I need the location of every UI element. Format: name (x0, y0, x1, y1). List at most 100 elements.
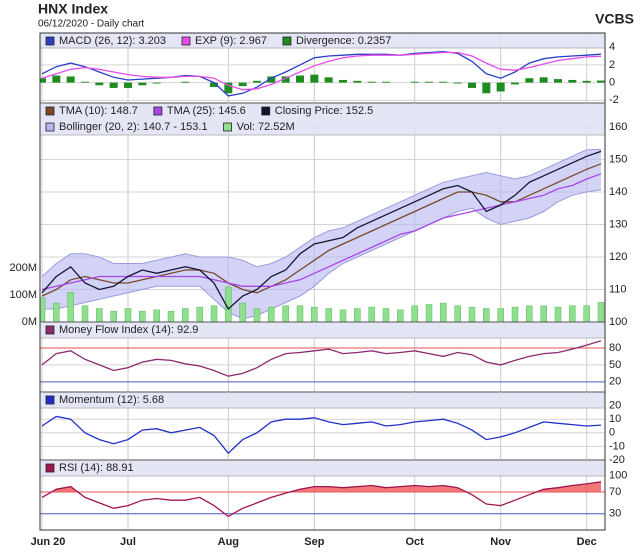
bar (196, 306, 203, 322)
bar (139, 310, 146, 322)
bar (339, 79, 347, 83)
bar (253, 80, 261, 83)
bar (296, 305, 304, 322)
bar (268, 306, 275, 322)
x-tick-label: Jul (120, 536, 136, 548)
legend-bg (40, 392, 605, 409)
legend-swatch (261, 106, 271, 116)
legend-bg (40, 33, 605, 49)
legend-label: Money Flow Index (14): 92.9 (59, 324, 198, 336)
y-tick-label: 150 (609, 153, 627, 165)
bar (511, 82, 519, 85)
legend-label: RSI (14): 88.91 (59, 462, 134, 474)
bar (554, 306, 562, 322)
x-tick-label: Sep (304, 536, 324, 548)
x-tick-label: Dec (577, 536, 597, 548)
bar (554, 79, 562, 83)
bar (468, 82, 476, 88)
series-line (41, 481, 602, 518)
bar (568, 79, 577, 83)
band-upper (41, 149, 602, 277)
y-tick-label: 30 (609, 508, 621, 520)
panel-plot (40, 33, 605, 103)
bar (569, 305, 576, 322)
bar (497, 308, 504, 322)
legend-label: MACD (26, 12): 3.203 (59, 35, 166, 47)
bar (224, 82, 233, 94)
y2-tick-label: 200M (9, 262, 37, 274)
bar (597, 302, 605, 322)
series-line (41, 50, 602, 97)
y-tick-label: 0 (609, 427, 615, 439)
bar (425, 81, 433, 83)
y-tick-label: 140 (609, 186, 627, 198)
bar (296, 75, 304, 83)
plot-frame (39, 32, 606, 531)
bar (411, 305, 418, 322)
bar (181, 81, 190, 83)
bar (81, 81, 89, 83)
bar (238, 82, 247, 87)
bar (496, 82, 505, 92)
bar (526, 305, 533, 322)
bar (40, 297, 46, 322)
bar (281, 76, 290, 83)
bar (167, 310, 175, 322)
bar (210, 305, 218, 322)
bar (40, 78, 46, 83)
bar (540, 305, 547, 322)
bar (153, 309, 160, 322)
y-tick-label: 4 (609, 41, 615, 53)
series-line (41, 340, 602, 377)
bar (525, 78, 534, 83)
y-tick-label: 130 (609, 218, 627, 230)
y-tick-label: 70 (609, 486, 621, 498)
x-tick-label: Jun 20 (31, 536, 66, 548)
legend-bg (40, 103, 605, 136)
bar (468, 306, 476, 322)
bar (368, 306, 375, 322)
legend-label: Vol: 72.52M (237, 121, 295, 133)
bar (210, 82, 218, 88)
bar (367, 81, 376, 83)
bar (67, 292, 74, 322)
bar (124, 308, 132, 322)
series-line (41, 415, 602, 455)
bar (483, 308, 490, 322)
bar (138, 82, 147, 86)
bar (282, 305, 289, 322)
bar (511, 306, 519, 322)
y-tick-label: -2 (609, 94, 619, 106)
bar (152, 82, 161, 84)
bar (95, 82, 104, 86)
bar (109, 82, 118, 88)
y-tick-label: 2 (609, 59, 615, 71)
legend-label: TMA (25): 145.6 (167, 105, 246, 117)
legend-swatch (282, 36, 292, 46)
y2-tick-label: 100M (9, 289, 37, 301)
series-line (41, 150, 602, 311)
bar (440, 302, 447, 322)
bar (354, 308, 361, 322)
y-tick-label: -10 (609, 440, 625, 452)
bar (310, 74, 319, 83)
bar (325, 308, 332, 322)
y-tick-label: 50 (609, 359, 621, 371)
bar (410, 81, 419, 83)
y-tick-label: -20 (609, 454, 625, 466)
y-tick-label: 0 (609, 77, 615, 89)
legend-swatch (45, 106, 55, 116)
y-tick-label: 10 (609, 413, 621, 425)
band-lower (42, 189, 602, 320)
legend-bg (40, 460, 605, 477)
bar (382, 308, 390, 322)
legend-label: Momentum (12): 5.68 (59, 394, 164, 406)
legend-label: EXP (9): 2.967 (195, 35, 267, 47)
chart-title: HNX Index (38, 1, 108, 17)
bar (453, 82, 462, 84)
bar (81, 305, 89, 322)
chart-subtitle: 06/12/2020 - Daily chart (38, 19, 144, 30)
bar (353, 80, 362, 83)
bar (267, 76, 276, 83)
